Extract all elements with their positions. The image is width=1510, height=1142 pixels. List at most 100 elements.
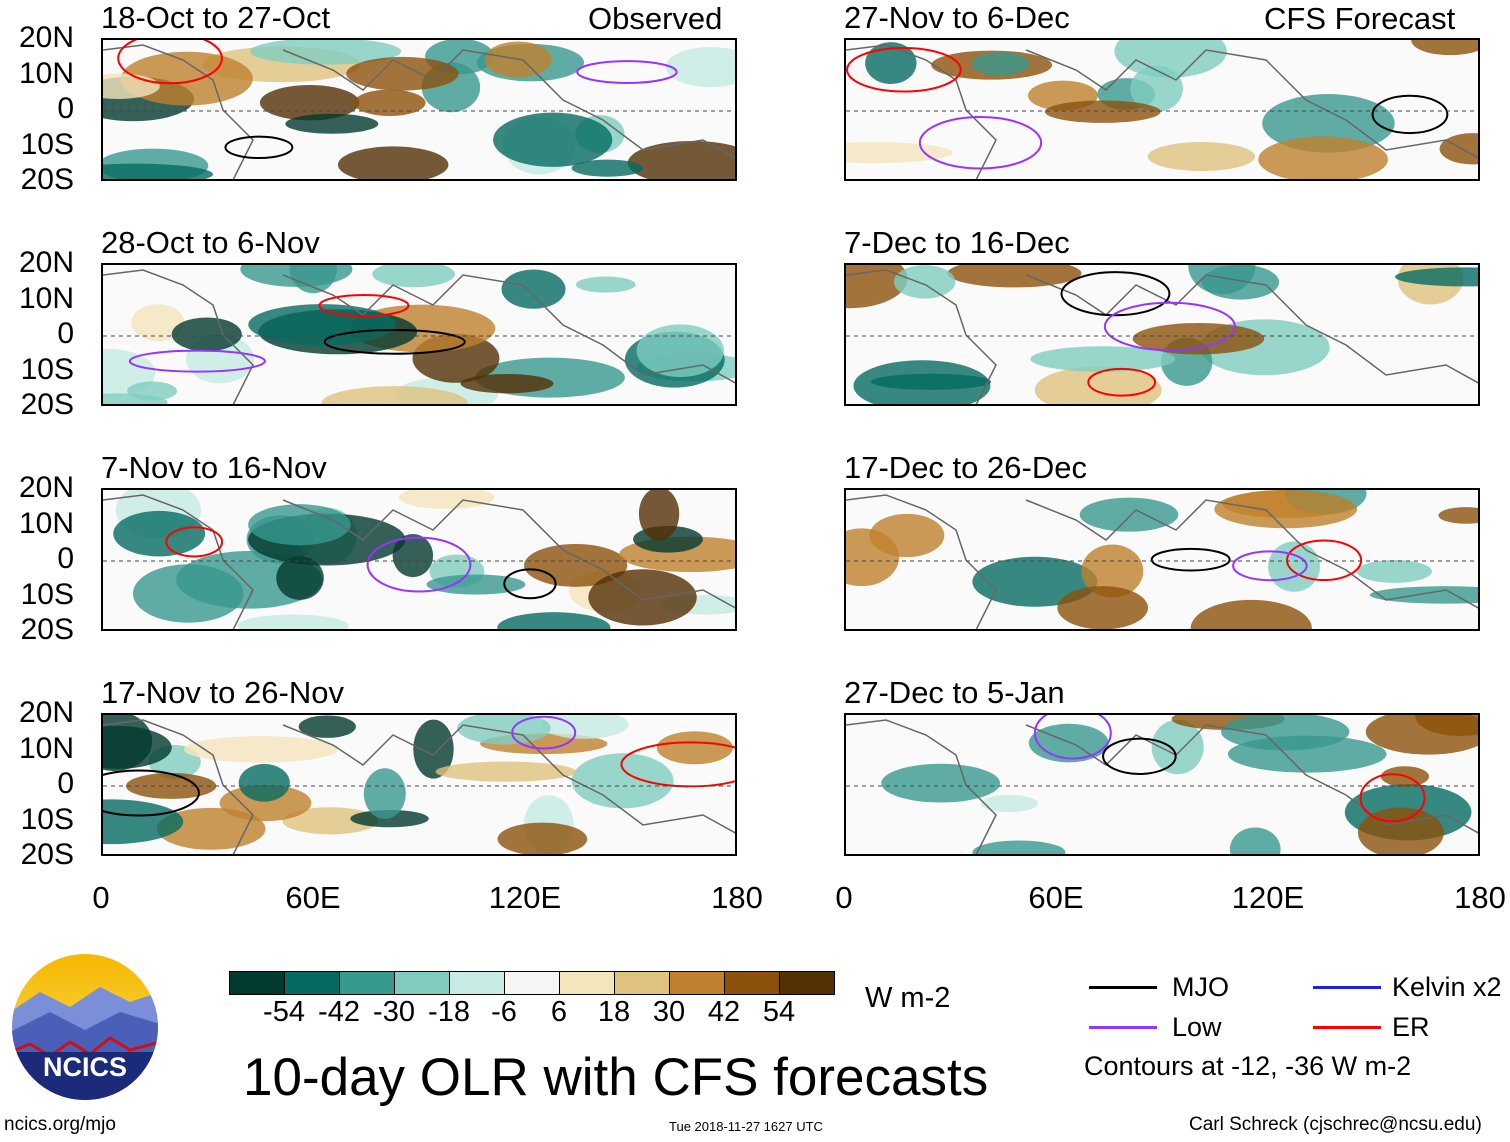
olr-anomaly <box>113 510 206 557</box>
longitude-label: 0 <box>835 880 853 915</box>
olr-anomaly <box>435 761 577 782</box>
observed-map-panel <box>101 263 737 406</box>
coastline <box>846 269 1478 404</box>
colorbar-tick: -30 <box>373 996 415 1028</box>
svg-text:NCICS: NCICS <box>43 1052 127 1082</box>
olr-anomaly <box>1057 586 1148 629</box>
olr-anomaly <box>237 614 349 629</box>
colorbar-swatch <box>615 972 670 994</box>
olr-anomaly <box>103 799 184 845</box>
olr-anomaly <box>1356 560 1432 583</box>
latitude-label: 0 <box>57 767 74 800</box>
olr-anomaly <box>656 731 733 765</box>
olr-anomaly <box>846 142 953 164</box>
colorbar-tick: -6 <box>491 996 517 1028</box>
contour <box>1033 715 1112 760</box>
colorbar-swatch <box>725 972 780 994</box>
olr-anomaly <box>493 112 613 167</box>
coastline <box>103 269 735 404</box>
olr-anomaly <box>103 393 168 404</box>
contour <box>318 293 410 318</box>
olr-anomaly <box>1147 142 1256 172</box>
colorbar-swatch <box>780 972 834 994</box>
latitude-label: 10S <box>20 127 74 161</box>
ncics-logo: NCICS <box>12 954 158 1100</box>
olr-anomaly <box>869 513 945 558</box>
coastline <box>103 719 735 854</box>
timestamp: Tue 2018-11-27 1627 UTC <box>669 1119 823 1134</box>
latitude-label: 0 <box>57 317 74 350</box>
olr-anomaly <box>103 163 214 179</box>
olr-anomaly <box>1190 599 1312 629</box>
longitude-label: 120E <box>1231 880 1305 915</box>
olr-anomaly <box>980 795 1038 813</box>
olr-anomaly <box>289 265 337 294</box>
olr-anomaly <box>497 612 611 629</box>
olr-anomaly <box>1394 267 1478 287</box>
panel-title: 17-Dec to 26-Dec <box>844 450 1087 485</box>
figure-title: 10-day OLR with CFS forecasts <box>243 1048 989 1107</box>
latitude-label: 20S <box>20 388 74 421</box>
contour <box>1103 301 1236 352</box>
olr-anomaly <box>350 810 429 828</box>
olr-anomaly <box>1221 715 1350 751</box>
legend-er-label: ER <box>1392 1012 1430 1042</box>
contour <box>1087 367 1157 397</box>
longitude-label: 180 <box>1454 880 1506 915</box>
longitude-label: 180 <box>711 880 763 915</box>
contour <box>918 116 1043 170</box>
latitude-label: 10S <box>20 802 74 836</box>
olr-anomaly <box>131 304 185 342</box>
olr-anomaly <box>972 840 1066 854</box>
olr-anomaly <box>298 715 356 738</box>
colorbar-tick: -42 <box>318 996 360 1028</box>
olr-anomaly <box>881 763 1001 803</box>
legend-kelvin-line <box>1313 986 1381 989</box>
olr-anomaly <box>183 736 338 763</box>
olr-anomaly <box>524 543 628 587</box>
longitude-label: 60E <box>285 880 341 915</box>
olr-anomaly <box>337 146 449 179</box>
contour <box>224 135 294 160</box>
footer-credit: Carl Schreck (cjschrec@ncsu.edu) <box>1189 1114 1482 1135</box>
olr-anomaly <box>947 265 1082 288</box>
latitude-label: 10N <box>18 281 74 315</box>
olr-anomaly <box>346 56 459 91</box>
panel-title: 28-Oct to 6-Nov <box>101 225 320 260</box>
coastline <box>846 494 1478 629</box>
olr-anomaly <box>1438 507 1478 524</box>
olr-anomaly <box>501 269 566 309</box>
olr-anomaly <box>1044 100 1161 123</box>
legend-er-line <box>1313 1026 1381 1029</box>
contour <box>366 536 472 593</box>
olr-anomaly <box>636 324 725 377</box>
olr-anomaly <box>575 276 636 293</box>
olr-anomaly <box>238 763 290 802</box>
latitude-label: 0 <box>57 92 74 125</box>
olr-anomaly <box>276 556 324 600</box>
colorbar-swatch <box>450 972 505 994</box>
colorbar-tick: 42 <box>707 996 741 1028</box>
latitude-label: 20S <box>20 838 74 871</box>
contour <box>1286 539 1363 582</box>
footer-url[interactable]: ncics.org/mjo <box>4 1114 116 1135</box>
olr-anomaly <box>259 85 360 121</box>
longitude-label: 120E <box>488 880 562 915</box>
contour <box>503 568 557 600</box>
olr-anomaly <box>971 52 1030 76</box>
olr-anomaly <box>282 807 379 835</box>
olr-anomaly <box>321 386 468 404</box>
contour <box>1060 271 1171 317</box>
olr-anomaly <box>1132 322 1265 355</box>
legend-low-line <box>1089 1026 1157 1029</box>
olr-anomaly <box>870 373 992 390</box>
olr-anomaly <box>413 719 454 779</box>
forecast-map-panel <box>844 38 1480 181</box>
contour <box>128 349 266 373</box>
contour <box>1102 737 1177 775</box>
olr-anomaly <box>846 265 908 309</box>
forecast-map-panel <box>844 488 1480 631</box>
colorbar-tick: 18 <box>597 996 631 1028</box>
olr-anomaly <box>1258 136 1388 179</box>
